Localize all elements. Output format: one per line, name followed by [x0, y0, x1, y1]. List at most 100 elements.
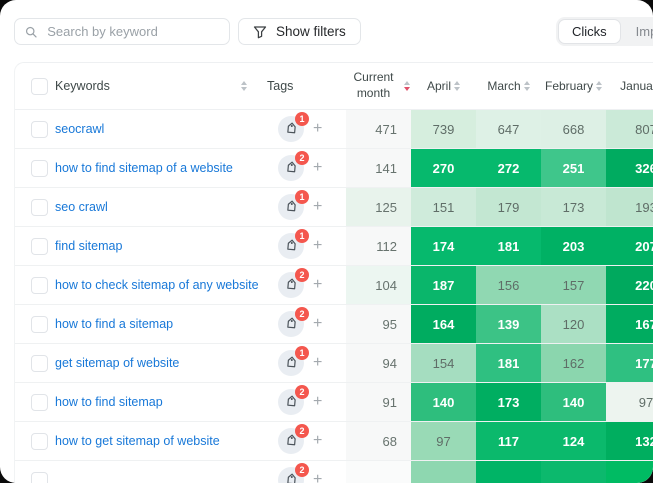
- row-checkbox[interactable]: [31, 237, 48, 255]
- tags-cell: 1 +: [255, 110, 346, 148]
- table-row: how to find a sitemap 2 + 95 164 139 120: [15, 305, 653, 344]
- add-tag-button[interactable]: +: [313, 198, 323, 215]
- row-checkbox[interactable]: [31, 276, 48, 294]
- month-cell: 124: [541, 422, 606, 460]
- keyword-link[interactable]: find sitemap: [55, 239, 123, 253]
- tag-chip-button[interactable]: 1: [278, 112, 309, 142]
- current-month-cell: [346, 461, 411, 483]
- keyword-link[interactable]: get sitemap of website: [55, 356, 180, 370]
- row-select-cell: [15, 188, 55, 226]
- row-select-cell: [15, 227, 55, 265]
- tag-chip-button[interactable]: 2: [278, 385, 309, 415]
- sort-icon[interactable]: [596, 81, 603, 91]
- tag-icon: [286, 122, 296, 133]
- tags-cell: 1 +: [255, 188, 346, 226]
- column-label-january: January: [620, 79, 653, 93]
- keyword-link[interactable]: how to find sitemap of a website: [55, 161, 233, 175]
- row-checkbox[interactable]: [31, 393, 48, 411]
- row-select-cell: [15, 422, 55, 460]
- tag-chip-button[interactable]: 2: [278, 307, 309, 337]
- keyword-link[interactable]: seocrawl: [55, 122, 105, 136]
- row-select-cell: [15, 461, 55, 483]
- add-tag-button[interactable]: +: [313, 471, 323, 483]
- column-label-current-month: Current month: [353, 70, 394, 100]
- month-cell: [476, 461, 541, 483]
- column-label-keywords: Keywords: [55, 79, 110, 93]
- keyword-cell: [55, 461, 255, 483]
- month-cell: 270: [411, 149, 476, 187]
- sort-icon[interactable]: [523, 81, 530, 91]
- column-header-february[interactable]: February: [541, 63, 606, 109]
- month-cell: 203: [541, 227, 606, 265]
- table-row: how to find sitemap of a website 2 + 141…: [15, 149, 653, 188]
- row-checkbox[interactable]: [31, 432, 48, 450]
- month-cell: 179: [476, 188, 541, 226]
- row-checkbox[interactable]: [31, 354, 48, 372]
- keyword-link[interactable]: seo crawl: [55, 200, 108, 214]
- select-all-checkbox[interactable]: [31, 77, 48, 95]
- column-label-march: March: [487, 79, 521, 93]
- toggle-option-clicks[interactable]: Clicks: [558, 19, 621, 44]
- toggle-option-impressions[interactable]: Impressions: [635, 24, 653, 39]
- add-tag-button[interactable]: +: [313, 159, 323, 176]
- show-filters-button[interactable]: Show filters: [238, 18, 361, 45]
- column-header-january[interactable]: January: [606, 63, 653, 109]
- current-month-cell: 94: [346, 344, 411, 382]
- tag-chip-button[interactable]: 2: [278, 151, 309, 181]
- show-filters-label: Show filters: [276, 24, 346, 39]
- sort-icon[interactable]: [454, 81, 460, 91]
- column-header-current-month[interactable]: Current month: [346, 63, 411, 109]
- month-cell: 181: [476, 344, 541, 382]
- month-cell: 132: [606, 422, 653, 460]
- keyword-cell: seo crawl: [55, 188, 255, 226]
- add-tag-button[interactable]: +: [313, 354, 323, 371]
- tag-chip-button[interactable]: 1: [278, 190, 309, 220]
- tag-chip-button[interactable]: 2: [278, 268, 309, 298]
- keyword-cell: how to get sitemap of website: [55, 422, 255, 460]
- keyword-link[interactable]: how to find sitemap: [55, 395, 163, 409]
- keyword-cell: how to find sitemap of a website: [55, 149, 255, 187]
- keyword-cell: seocrawl: [55, 110, 255, 148]
- month-cell: 193: [606, 188, 653, 226]
- add-tag-button[interactable]: +: [313, 315, 323, 332]
- column-header-tags: Tags: [255, 63, 346, 109]
- row-checkbox[interactable]: [31, 315, 48, 333]
- tag-count-badge: 1: [295, 112, 309, 126]
- search-input[interactable]: [45, 23, 219, 40]
- keyword-link[interactable]: how to get sitemap of website: [55, 434, 220, 448]
- month-cell: 97: [411, 422, 476, 460]
- column-header-april[interactable]: April: [411, 63, 476, 109]
- tags-cell: 2 +: [255, 422, 346, 460]
- row-checkbox[interactable]: [31, 120, 48, 138]
- table-header: Keywords Tags Current month April March …: [15, 63, 653, 110]
- sort-icon[interactable]: [403, 81, 410, 91]
- table-row: seo crawl 1 + 125 151 179 173 193: [15, 188, 653, 227]
- row-checkbox[interactable]: [31, 471, 48, 483]
- keyword-link[interactable]: how to check sitemap of any website: [55, 278, 259, 292]
- keyword-link[interactable]: how to find a sitemap: [55, 317, 174, 331]
- tag-chip-button[interactable]: 2: [278, 424, 309, 454]
- tag-count-badge: 1: [295, 346, 309, 360]
- add-tag-button[interactable]: +: [313, 276, 323, 293]
- tag-chip-button[interactable]: 1: [278, 346, 309, 376]
- table-body: seocrawl 1 + 471 739 647 668 807: [15, 110, 653, 483]
- tag-chip-button[interactable]: 1: [278, 229, 309, 259]
- month-cell: 187: [411, 266, 476, 304]
- add-tag-button[interactable]: +: [313, 432, 323, 449]
- add-tag-button[interactable]: +: [313, 120, 323, 137]
- keyword-cell: how to find a sitemap: [55, 305, 255, 343]
- column-header-keywords[interactable]: Keywords: [55, 63, 255, 109]
- row-checkbox[interactable]: [31, 159, 48, 177]
- column-header-march[interactable]: March: [476, 63, 541, 109]
- add-tag-button[interactable]: +: [313, 237, 323, 254]
- add-tag-button[interactable]: +: [313, 393, 323, 410]
- current-month-cell: 112: [346, 227, 411, 265]
- tag-icon: [286, 473, 296, 483]
- row-checkbox[interactable]: [31, 198, 48, 216]
- table-row: seocrawl 1 + 471 739 647 668 807: [15, 110, 653, 149]
- search-box[interactable]: [14, 18, 230, 45]
- sort-icon[interactable]: [241, 81, 247, 91]
- tag-chip-button[interactable]: 2: [278, 463, 309, 483]
- tag-icon: [286, 200, 296, 211]
- month-cell: 647: [476, 110, 541, 148]
